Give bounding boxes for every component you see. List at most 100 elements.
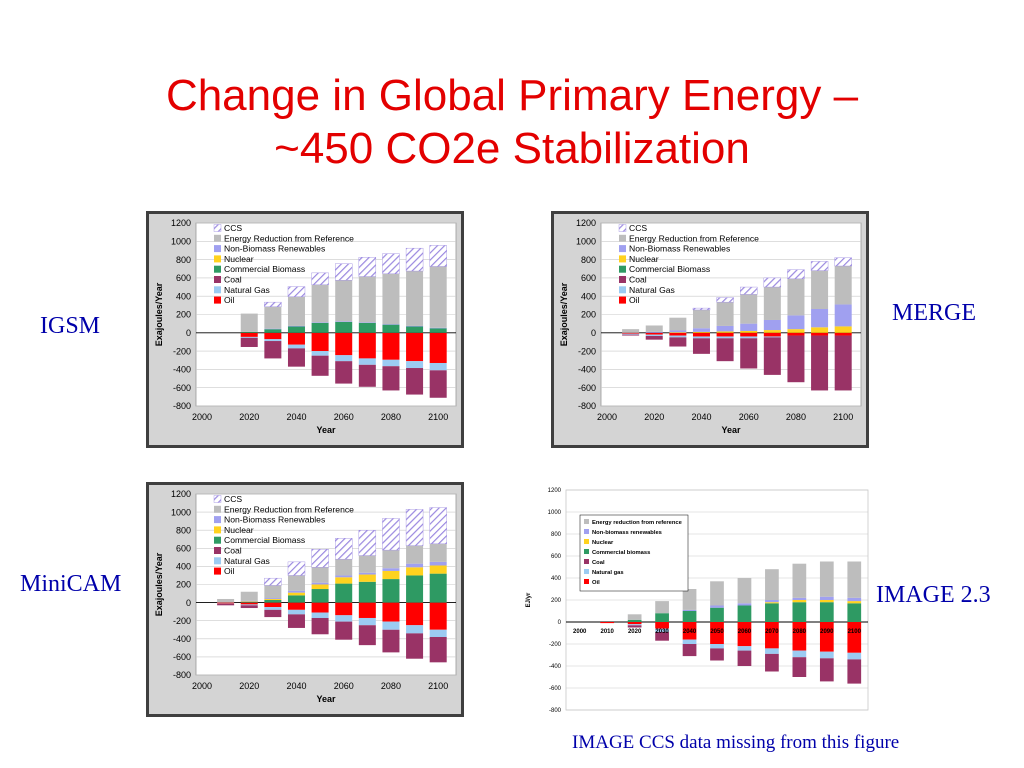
bar-commercial-biomass-2060 [335,583,353,603]
legend-label-non-biomass-renewables: Non-biomass renewables [592,530,662,536]
bar-commercial-biomass-2060 [335,321,353,333]
bar-ccs-2100 [834,257,852,267]
bar-natural-gas-2040 [682,639,697,644]
legend-label-energy-reduction-from-reference: Energy Reduction from Reference [629,233,759,243]
bar-non-biomass-renewables-2070 [358,572,376,575]
legend-label-natural-gas: Natural Gas [224,285,270,295]
bar-coal-2070 [358,625,376,646]
bar-coal-2020 [645,336,663,340]
legend-swatch-nuclear [214,255,221,263]
bar-non-biomass-renewables-2060 [740,323,758,331]
bar-nuclear-2100 [834,326,852,333]
bar-natural-gas-2090 [406,625,424,634]
bar-non-biomass-renewables-2050 [311,322,329,323]
legend-label-coal: Coal [224,546,242,556]
bar-oil-2100 [429,332,447,363]
bar-non-biomass-renewables-2100 [429,561,447,566]
bar-oil-2070 [765,622,779,649]
bar-commercial-biomass-2020 [627,619,642,622]
bar-oil-2050 [716,332,734,337]
x-tick-label: 2060 [334,681,354,691]
bar-natural-gas-2030 [669,335,687,338]
y-tick-label: -800 [549,708,562,714]
bar-coal-2010 [217,603,235,606]
bar-natural-gas-2020 [627,624,642,626]
bar-natural-gas-2090 [406,361,424,369]
legend-label-oil: Oil [224,566,235,576]
bar-energy-reduction-from-reference-2050 [311,284,329,323]
legend-swatch-nuclear [214,526,221,534]
bar-energy-reduction-from-reference-2060 [335,559,353,576]
bar-ccs-2070 [358,530,377,556]
x-tick-label: 2050 [710,629,724,635]
bar-natural-gas-2100 [847,652,862,660]
bar-energy-reduction-from-reference-2070 [763,287,781,320]
bar-coal-2030 [655,631,669,641]
bar-commercial-biomass-2100 [429,573,447,603]
bar-non-biomass-renewables-2100 [847,597,862,602]
y-tick-label: 0 [186,328,191,338]
x-tick-label: 2030 [655,629,669,635]
bar-nuclear-2070 [358,574,376,582]
y-tick-label: 1200 [171,218,191,228]
legend-swatch-oil [619,296,626,304]
bar-natural-gas-2010 [217,603,235,605]
bar-non-biomass-renewables-2050 [716,325,734,332]
bar-oil-2050 [311,332,329,352]
y-tick-label: 200 [551,598,562,604]
bar-natural-gas-2080 [382,621,400,630]
bar-ccs-2040 [287,561,306,576]
legend-swatch-natural-gas [619,286,626,294]
bar-oil-2010 [217,602,235,604]
y-tick-label: 800 [551,532,562,538]
legend-label-non-biomass-renewables: Non-Biomass Renewables [629,244,730,254]
bar-natural-gas-2090 [819,651,834,659]
bar-non-biomass-renewables-2090 [811,309,829,328]
x-tick-label: 2060 [738,629,752,635]
y-tick-label: -200 [173,346,191,356]
bar-non-biomass-renewables-2030 [669,330,687,333]
y-tick-label: 0 [591,328,596,338]
bar-ccs-2070 [358,257,377,277]
y-tick-label: -600 [173,383,191,393]
bar-coal-2020 [240,337,258,347]
bar-non-biomass-renewables-2080 [787,315,805,330]
bar-nuclear-2080 [382,570,400,580]
bar-non-biomass-renewables-2070 [765,600,779,603]
bar-oil-2070 [763,332,781,337]
bar-natural-gas-2060 [740,336,758,339]
bar-non-biomass-renewables-2030 [264,328,282,330]
legend-swatch-non-biomass-renewables [214,516,221,524]
bar-non-biomass-renewables-2090 [406,563,424,568]
bar-energy-reduction-from-reference-2030 [264,306,282,329]
y-tick-label: -400 [173,365,191,375]
y-tick-label: 1000 [548,510,562,516]
bar-ccs-2040 [692,307,711,311]
bar-natural-gas-2060 [737,646,752,651]
bar-ccs-2040 [287,286,306,297]
bar-natural-gas-2020 [645,334,663,337]
label-image: IMAGE 2.3 [876,582,991,608]
bar-ccs-2030 [264,577,282,586]
y-tick-label: 600 [551,554,562,560]
bar-energy-reduction-from-reference-2020 [240,591,258,601]
legend-label-oil: Oil [224,295,235,305]
y-tick-label: 1000 [576,236,596,246]
bar-energy-reduction-from-reference-2100 [847,561,862,598]
legend-label-ccs: CCS [224,494,242,504]
bar-energy-reduction-from-reference-2100 [429,266,447,328]
bar-non-biomass-renewables-2070 [763,319,781,331]
bar-coal-2030 [264,341,282,359]
chart-igsm: 1200 1000 800 600 400 200 0 -200 -400 -600 -800 200… [146,211,464,448]
legend-swatch-ccs [213,224,222,232]
bar-nuclear-2060 [335,577,353,584]
y-tick-label: 400 [581,291,596,301]
bar-energy-reduction-from-reference-2090 [819,561,834,597]
bar-non-biomass-renewables-2020 [240,600,258,602]
bar-energy-reduction-from-reference-2040 [287,575,305,591]
bar-natural-gas-2040 [692,336,710,339]
bar-oil-2080 [382,332,400,360]
bar-energy-reduction-from-reference-2050 [710,581,724,606]
bar-non-biomass-renewables-2080 [382,568,400,571]
bar-oil-2040 [287,602,305,610]
